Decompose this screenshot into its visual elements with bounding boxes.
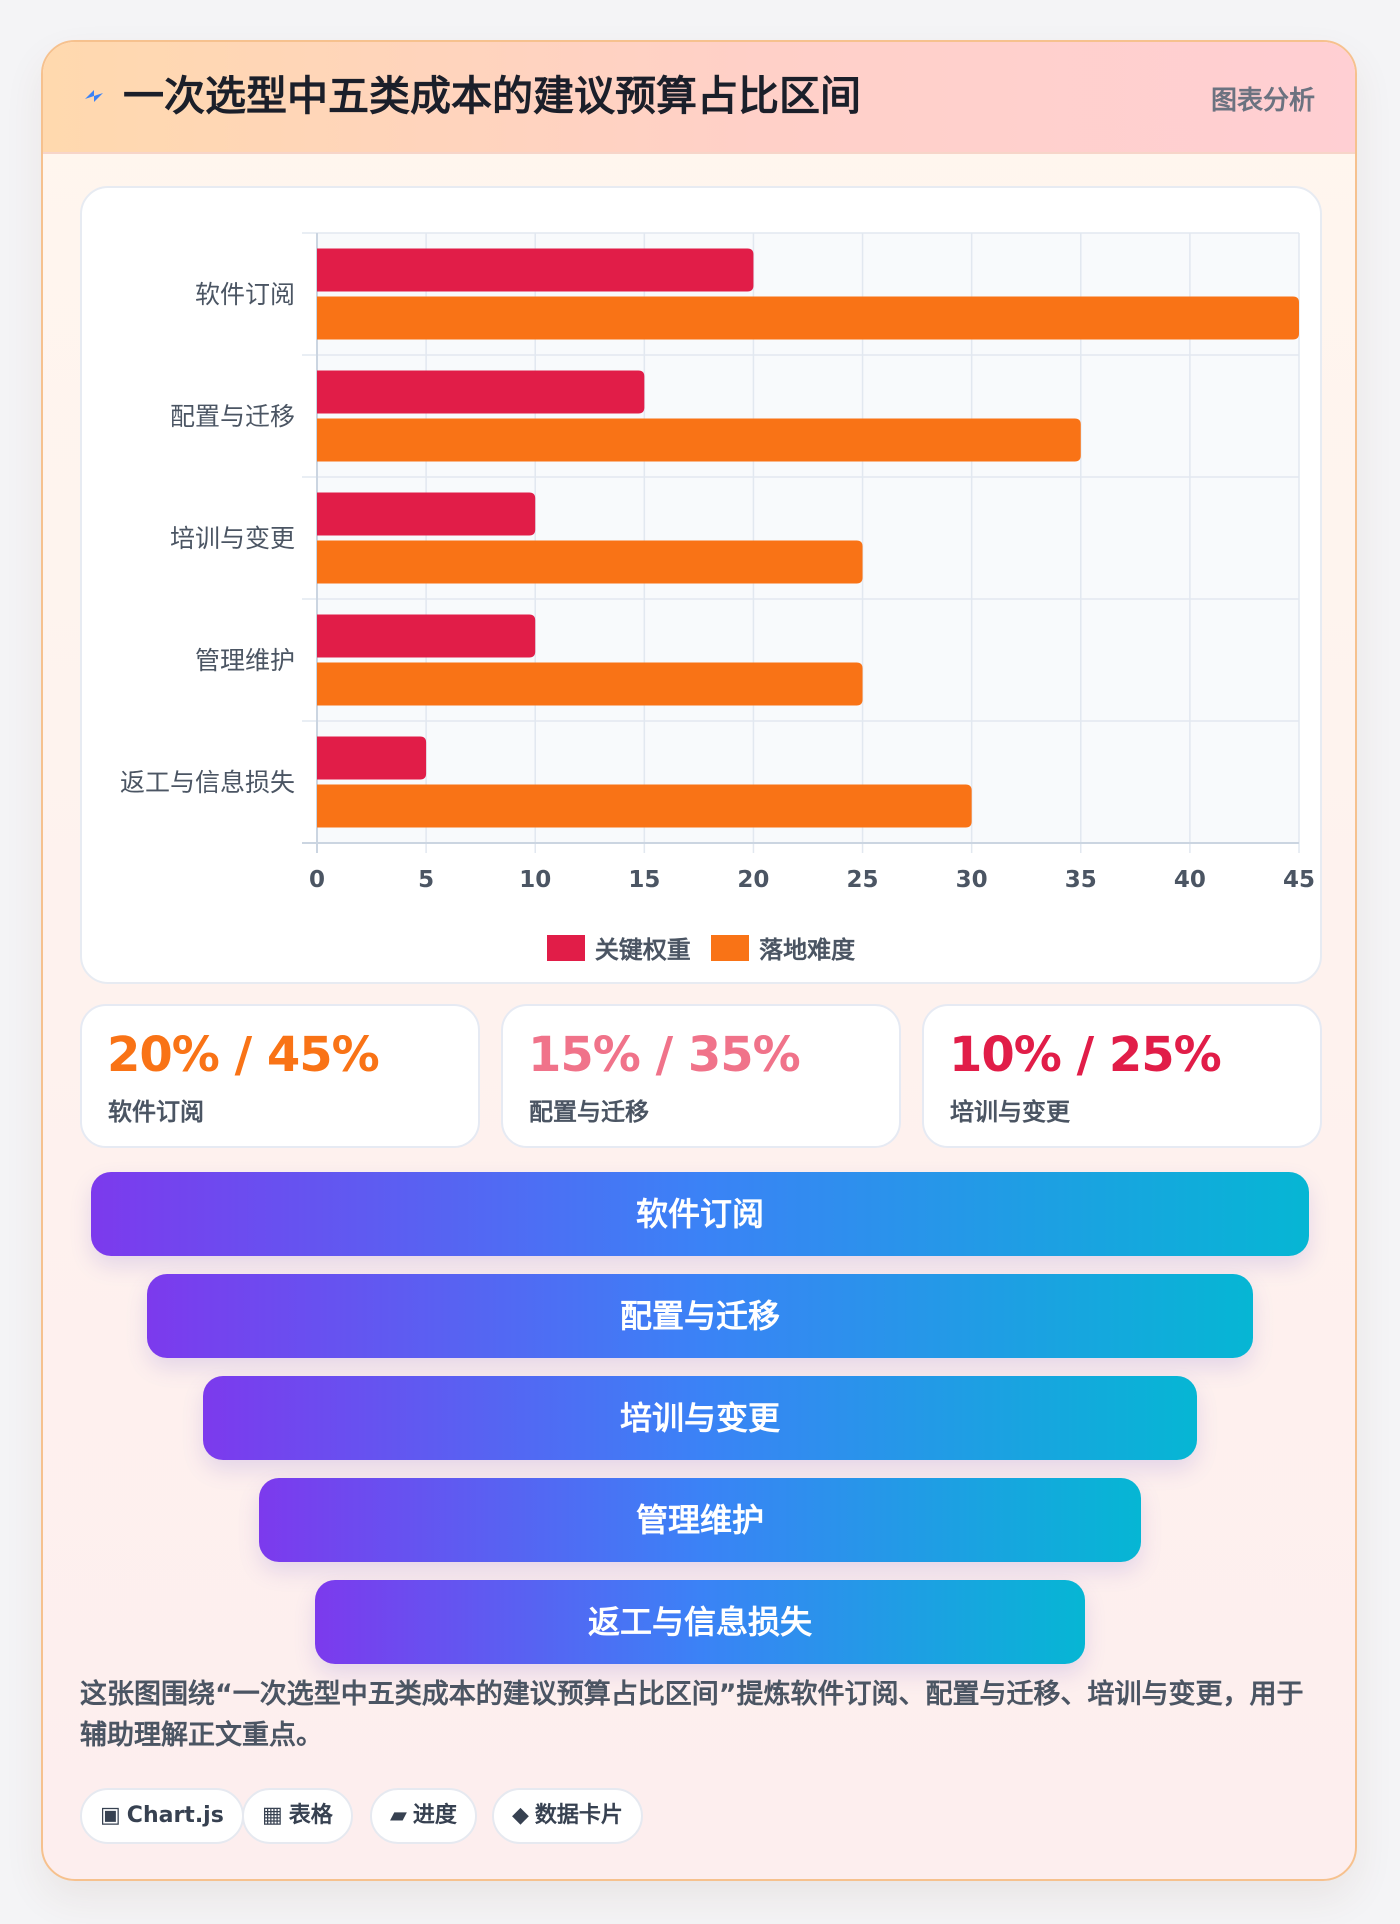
progress-icon: ▰ bbox=[390, 1803, 407, 1828]
stat-label: 配置与迁移 bbox=[529, 1098, 649, 1126]
chart-icon: ▣ bbox=[100, 1803, 121, 1828]
bar-series-2 bbox=[317, 418, 1081, 462]
bar-series-1 bbox=[317, 736, 427, 780]
chip-label: Chart.js bbox=[126, 1803, 224, 1828]
x-tick-label: 45 bbox=[1283, 867, 1315, 893]
funnel-step-2: 配置与迁移 bbox=[147, 1274, 1253, 1358]
bar-series-1 bbox=[317, 370, 645, 414]
chart-legend: 关键权重 落地难度 bbox=[82, 930, 1320, 965]
funnel-step-5: 返工与信息损失 bbox=[315, 1580, 1085, 1664]
legend-item-series-2[interactable]: 落地难度 bbox=[711, 930, 855, 965]
stat-value: 20% / 45% bbox=[107, 1027, 380, 1083]
bar-series-2 bbox=[317, 296, 1299, 340]
x-tick-label: 40 bbox=[1174, 867, 1206, 893]
x-tick-label: 0 bbox=[309, 867, 325, 893]
bar-series-1 bbox=[317, 492, 536, 536]
y-tick-label: 配置与迁移 bbox=[170, 402, 295, 431]
stat-card-1: 20% / 45% 软件订阅 bbox=[80, 1004, 480, 1148]
bar-chart: 0 5 10 15 20 25 30 35 40 45 软件订阅配置与迁移培训与变更管理维护返工与信… bbox=[80, 186, 1322, 984]
funnel-step-4: 管理维护 bbox=[259, 1478, 1141, 1562]
chip-chartjs[interactable]: ▣ Chart.js bbox=[80, 1788, 244, 1844]
stat-value: 15% / 35% bbox=[528, 1027, 801, 1083]
chip-label: 进度 bbox=[412, 1803, 457, 1828]
stat-value: 10% / 25% bbox=[949, 1027, 1222, 1083]
chart-card: 一次选型中五类成本的建议预算占比区间 图表分析 0 5 10 15 20 25 30 35 40… bbox=[41, 40, 1357, 1881]
lightning-icon bbox=[85, 90, 103, 102]
chip-data-card[interactable]: ◆ 数据卡片 bbox=[492, 1788, 643, 1844]
x-tick-label: 5 bbox=[418, 867, 434, 893]
x-tick-label: 30 bbox=[956, 867, 988, 893]
stat-label: 软件订阅 bbox=[108, 1098, 204, 1126]
chart-title: 一次选型中五类成本的建议预算占比区间 bbox=[123, 72, 861, 120]
bar-series-1 bbox=[317, 248, 754, 292]
bar-chart-svg: 0 5 10 15 20 25 30 35 40 45 软件订阅配置与迁移培训与变更管理维护返工与信… bbox=[120, 232, 1315, 893]
chip-label: 数据卡片 bbox=[534, 1803, 623, 1828]
stat-card-2: 15% / 35% 配置与迁移 bbox=[501, 1004, 901, 1148]
y-tick-label: 软件订阅 bbox=[195, 280, 295, 309]
legend-label: 关键权重 bbox=[594, 936, 691, 964]
funnel-step-1: 软件订阅 bbox=[91, 1172, 1309, 1256]
bar-series-2 bbox=[317, 540, 863, 584]
y-tick-label: 管理维护 bbox=[195, 646, 295, 675]
bar-series-1 bbox=[317, 614, 536, 658]
chip-table[interactable]: ▦ 表格 bbox=[242, 1788, 353, 1844]
legend-swatch bbox=[546, 934, 585, 961]
chart-analysis-tag: 图表分析 bbox=[1210, 86, 1315, 116]
y-tick-label: 返工与信息损失 bbox=[120, 768, 295, 797]
x-tick-label: 35 bbox=[1065, 867, 1097, 893]
bar-series-2 bbox=[317, 784, 972, 828]
table-icon: ▦ bbox=[262, 1803, 283, 1828]
y-tick-label: 培训与变更 bbox=[170, 524, 295, 553]
legend-label: 落地难度 bbox=[759, 936, 856, 964]
chart-description: 这张图围绕“一次选型中五类成本的建议预算占比区间”提炼软件订阅、配置与迁移、培训… bbox=[80, 1679, 1304, 1751]
x-tick-label: 25 bbox=[847, 867, 879, 893]
funnel-step-3: 培训与变更 bbox=[203, 1376, 1197, 1460]
legend-swatch bbox=[711, 934, 750, 961]
chip-progress[interactable]: ▰ 进度 bbox=[370, 1788, 477, 1844]
legend-item-series-1[interactable]: 关键权重 bbox=[546, 930, 691, 965]
stat-card-3: 10% / 25% 培训与变更 bbox=[922, 1004, 1322, 1148]
x-tick-label: 10 bbox=[519, 867, 551, 893]
x-tick-label: 20 bbox=[737, 867, 769, 893]
diamond-icon: ◆ bbox=[512, 1803, 529, 1828]
bar-series-2 bbox=[317, 662, 863, 706]
stat-label: 培训与变更 bbox=[950, 1098, 1070, 1126]
card-header: 一次选型中五类成本的建议预算占比区间 图表分析 bbox=[43, 42, 1355, 154]
chip-label: 表格 bbox=[288, 1803, 333, 1828]
x-tick-label: 15 bbox=[628, 867, 660, 893]
